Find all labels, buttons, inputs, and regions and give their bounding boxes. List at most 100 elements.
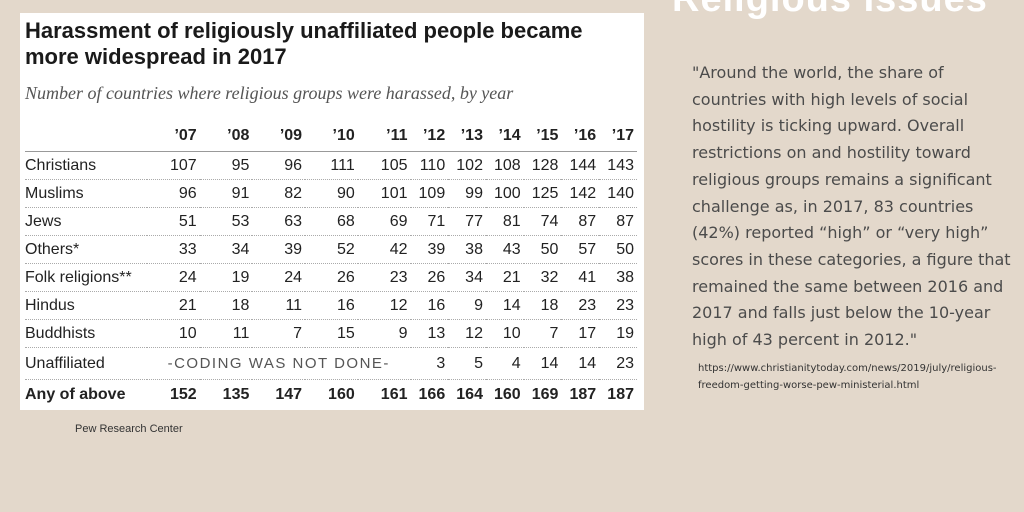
table-cell: 24 <box>252 263 306 292</box>
row-label: Hindus <box>25 291 147 320</box>
table-cell: 13 <box>410 319 449 348</box>
harassment-table: ’07 ’08 ’09 ’10 ’11 ’12 ’13 ’14 ’15 ’16 … <box>25 121 637 410</box>
source-url: https://www.christianitytoday.com/news/2… <box>698 363 997 391</box>
year-header: ’16 <box>561 121 600 152</box>
table-cell: 32 <box>523 263 562 292</box>
table-cell: 152 <box>169 386 197 403</box>
year-header: ’12 <box>410 121 449 152</box>
table-cell: 38 <box>599 263 637 292</box>
table-cell: 11 <box>252 291 306 320</box>
table-cell: 14 <box>485 291 524 320</box>
table-cell: 15 <box>305 319 358 348</box>
table-image-panel: Harassment of religiously unaffiliated p… <box>20 13 644 410</box>
row-label: Any of above <box>25 386 126 403</box>
table-cell: 169 <box>531 386 559 403</box>
table-cell: 166 <box>418 386 446 403</box>
table-cell: 135 <box>222 386 250 403</box>
table-cell: 17 <box>561 319 600 348</box>
table-cell: 105 <box>357 151 411 180</box>
table-cell: 24 <box>147 263 200 292</box>
table-cell: 34 <box>199 235 253 264</box>
table-cell: 39 <box>410 235 449 264</box>
table-cell: 82 <box>252 179 306 208</box>
year-header: ’10 <box>305 121 358 152</box>
table-cell: 7 <box>252 319 306 348</box>
table-cell: 26 <box>410 263 449 292</box>
table-cell: 107 <box>147 151 200 180</box>
table-cell: 14 <box>523 347 562 380</box>
table-cell: 21 <box>147 291 200 320</box>
table-cell: 18 <box>199 291 253 320</box>
table-cell: 63 <box>252 207 306 236</box>
coding-note: -CODING WAS NOT DONE- <box>147 347 411 380</box>
table-cell: 23 <box>599 291 637 320</box>
table-cell: 68 <box>305 207 358 236</box>
table-cell: 26 <box>305 263 358 292</box>
table-cell: 43 <box>485 235 524 264</box>
table-cell: 21 <box>485 263 524 292</box>
table-cell: 96 <box>252 151 306 180</box>
table-row: Jews 51 53 63 68 69 71 77 81 74 87 87 <box>25 207 637 236</box>
year-header: ’08 <box>199 121 253 152</box>
table-cell: 81 <box>485 207 524 236</box>
quote-text: "Around the world, the share of countrie… <box>692 63 1011 350</box>
year-header: ’07 <box>147 121 200 152</box>
table-cell: 111 <box>305 151 358 180</box>
year-header: ’15 <box>523 121 562 152</box>
table-cell: 99 <box>448 179 486 208</box>
table-row-total: Any of above 152 135 147 160 161 166 164… <box>25 380 637 411</box>
table-row-unaffiliated: Unaffiliated -CODING WAS NOT DONE- 3 5 4… <box>25 347 637 380</box>
table-cell: 53 <box>199 207 253 236</box>
table-cell: 33 <box>147 235 200 264</box>
table-cell: 102 <box>448 151 486 180</box>
year-header: ’17 <box>599 121 637 152</box>
table-cell: 87 <box>599 207 637 236</box>
table-cell: 187 <box>607 386 634 403</box>
table-cell: 12 <box>357 291 411 320</box>
table-title: Harassment of religiously unaffiliated p… <box>25 18 583 69</box>
table-cell: 142 <box>561 179 600 208</box>
table-cell: 9 <box>448 291 486 320</box>
table-cell: 19 <box>199 263 253 292</box>
table-cell: 87 <box>561 207 600 236</box>
table-cell: 74 <box>523 207 562 236</box>
row-label: Folk religions** <box>25 263 147 292</box>
table-cell: 16 <box>305 291 358 320</box>
table-cell: 19 <box>599 319 637 348</box>
table-cell: 16 <box>410 291 449 320</box>
table-cell: 7 <box>523 319 562 348</box>
table-cell: 69 <box>357 207 411 236</box>
table-cell: 39 <box>252 235 306 264</box>
table-cell: 143 <box>599 151 637 180</box>
table-cell: 160 <box>328 386 355 403</box>
table-cell: 10 <box>147 319 200 348</box>
year-header-row: ’07 ’08 ’09 ’10 ’11 ’12 ’13 ’14 ’15 ’16 … <box>25 121 637 152</box>
table-cell: 101 <box>357 179 411 208</box>
table-cell: 9 <box>357 319 411 348</box>
table-cell: 108 <box>485 151 524 180</box>
row-label: Jews <box>25 207 147 236</box>
row-label: Others* <box>25 235 147 264</box>
row-label: Christians <box>25 151 147 180</box>
table-cell: 128 <box>523 151 562 180</box>
table-cell: 12 <box>448 319 486 348</box>
table-cell: 91 <box>199 179 253 208</box>
table-cell: 52 <box>305 235 358 264</box>
year-header: ’14 <box>485 121 524 152</box>
year-header: ’13 <box>448 121 486 152</box>
table-cell: 23 <box>561 291 600 320</box>
row-label: Unaffiliated <box>25 347 147 380</box>
table-row: Others* 33 34 39 52 42 39 38 43 50 57 50 <box>25 235 637 264</box>
year-header: ’11 <box>357 121 411 152</box>
table-cell: 5 <box>448 347 486 380</box>
table-row: Hindus 21 18 11 16 12 16 9 14 18 23 23 <box>25 291 637 320</box>
year-header: ’09 <box>252 121 306 152</box>
table-subtitle: Number of countries where religious grou… <box>25 83 514 103</box>
table-cell: 160 <box>494 386 521 403</box>
table-cell: 41 <box>561 263 600 292</box>
table-row: Christians 107 95 96 111 105 110 102 108 128 144 14… <box>25 151 637 180</box>
table-cell: 96 <box>147 179 200 208</box>
table-cell: 95 <box>199 151 253 180</box>
table-cell: 77 <box>448 207 486 236</box>
row-label: Muslims <box>25 179 147 208</box>
